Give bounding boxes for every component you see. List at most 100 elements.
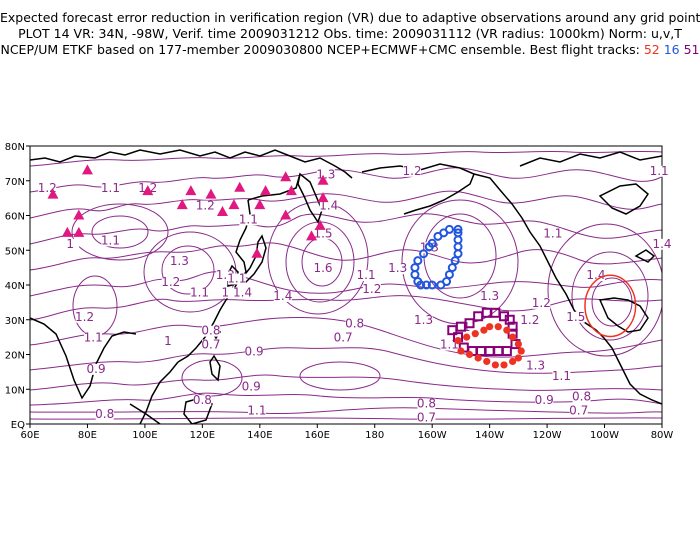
contour-label: 0.9: [87, 362, 106, 376]
contour-label-bg: [586, 270, 605, 282]
contour-line: [30, 242, 662, 271]
contour-label-bg: [227, 273, 246, 285]
observation-triangle: [234, 181, 246, 192]
contour-label: 1.2: [403, 164, 422, 178]
lon-tick-label: 120E: [190, 430, 215, 441]
coastline-canada-north: [519, 151, 662, 167]
contour-line: [30, 190, 662, 219]
track-purple-marker: [501, 346, 512, 357]
contour-line: [30, 347, 662, 374]
contour-label-bg: [161, 277, 180, 288]
contour-label-bg: [245, 346, 264, 358]
track-red-marker: [509, 357, 517, 366]
contour-label-bg: [480, 290, 499, 302]
track-blue-marker: [421, 280, 431, 290]
contour-label-bg: [201, 339, 220, 351]
observation-triangles: [47, 164, 329, 258]
track-red-marker: [463, 333, 471, 341]
contour-label-bg: [201, 325, 220, 337]
observation-triangle: [176, 199, 188, 210]
track-red-marker: [514, 354, 522, 362]
contour-label-bg: [319, 200, 338, 212]
track-red-marker: [517, 347, 525, 355]
lon-tick-label: 80W: [651, 430, 674, 441]
track-legend-red: 52: [643, 42, 660, 57]
lat-tick-label: 10N: [5, 385, 25, 396]
track-red-marker: [474, 354, 482, 362]
track-red-marker: [514, 340, 522, 348]
contour-label-bg: [196, 200, 215, 212]
track-red-marker: [494, 323, 502, 331]
contour-label: 1.2: [362, 282, 381, 296]
contour-label: 1: [66, 237, 74, 251]
contour-label: 1.2: [520, 313, 539, 327]
observation-triangle: [314, 219, 326, 230]
contour-label: 1.4: [273, 289, 292, 303]
observation-triangle: [73, 226, 85, 237]
contour-labels: 1.21.11.21.21.111.31.21.21.11.11.11.411.…: [38, 164, 672, 425]
contour-label-bg: [520, 315, 539, 327]
track-blue-marker: [444, 270, 454, 280]
coastline-gulf-mexico: [598, 297, 649, 333]
contour-label: 1: [164, 334, 172, 348]
map-title-line3: NCEP/UM ETKF based on 177-member 2009030…: [0, 42, 700, 57]
track-blue-marker: [453, 228, 463, 238]
track-purple-marker: [493, 346, 504, 357]
contour-label-bg: [388, 263, 407, 275]
contour-label: 1: [222, 285, 230, 299]
contour-label-bg: [95, 409, 114, 421]
contour-label-bg: [314, 263, 333, 275]
observation-triangle: [205, 188, 217, 199]
flight-tracks: [410, 224, 525, 369]
contour-label-bg: [38, 183, 57, 195]
coastline-asia-north: [30, 149, 353, 179]
lat-tick-label: 30N: [5, 316, 25, 327]
observation-triangle: [317, 192, 329, 203]
contour-label-bg: [535, 395, 554, 407]
contour-label: 0.7: [569, 404, 588, 418]
contour-label: 1.6: [313, 261, 332, 275]
contour-label: 1.3: [316, 167, 335, 181]
track-legend-purple: 51: [683, 42, 700, 57]
contour-label-bg: [242, 381, 261, 393]
observation-triangle: [306, 230, 318, 241]
observation-triangle: [47, 188, 59, 199]
observation-triangle: [216, 206, 228, 217]
track-legend-blue: 16: [663, 42, 680, 57]
coastline-philippines: [209, 354, 221, 382]
contour-label-bg: [414, 315, 433, 327]
contour-label: 0.8: [417, 397, 436, 411]
track-purple-marker: [484, 346, 495, 357]
lon-tick-label: 100E: [132, 430, 157, 441]
contour-label: 1.1: [650, 164, 669, 178]
map-title-line1: Expected forecast error reduction in ver…: [0, 10, 700, 25]
contour-label: 1.1: [543, 226, 562, 240]
lon-tick-label: 160W: [418, 430, 447, 441]
contour-line: [30, 150, 662, 167]
track-purple-marker: [464, 318, 475, 329]
contour-line: [143, 231, 237, 313]
contour-line: [299, 361, 381, 391]
contour-line: [71, 203, 169, 261]
contour-label-bg: [101, 183, 120, 195]
contour-line: [161, 245, 215, 295]
contour-line: [30, 392, 662, 406]
observation-triangle: [260, 185, 272, 196]
observation-triangle: [142, 185, 154, 196]
contour-label: 0.8: [193, 393, 212, 407]
lon-tick-label: 80E: [78, 430, 97, 441]
contour-label-bg: [357, 270, 376, 282]
coastlines: [30, 149, 662, 424]
contour-label-bg: [316, 169, 335, 181]
track-blue-marker: [419, 249, 429, 259]
contour-label-bg: [650, 165, 669, 177]
contour-line: [591, 277, 633, 327]
contour-label-bg: [314, 228, 333, 240]
contour-line: [423, 213, 497, 299]
track-blue-marker: [433, 231, 443, 241]
contour-line: [30, 167, 662, 193]
contour-label-bg: [532, 297, 551, 309]
lon-tick-label: 120W: [533, 430, 562, 441]
contour-label: 1.1: [190, 285, 209, 299]
coastline-east-asia: [177, 199, 251, 363]
